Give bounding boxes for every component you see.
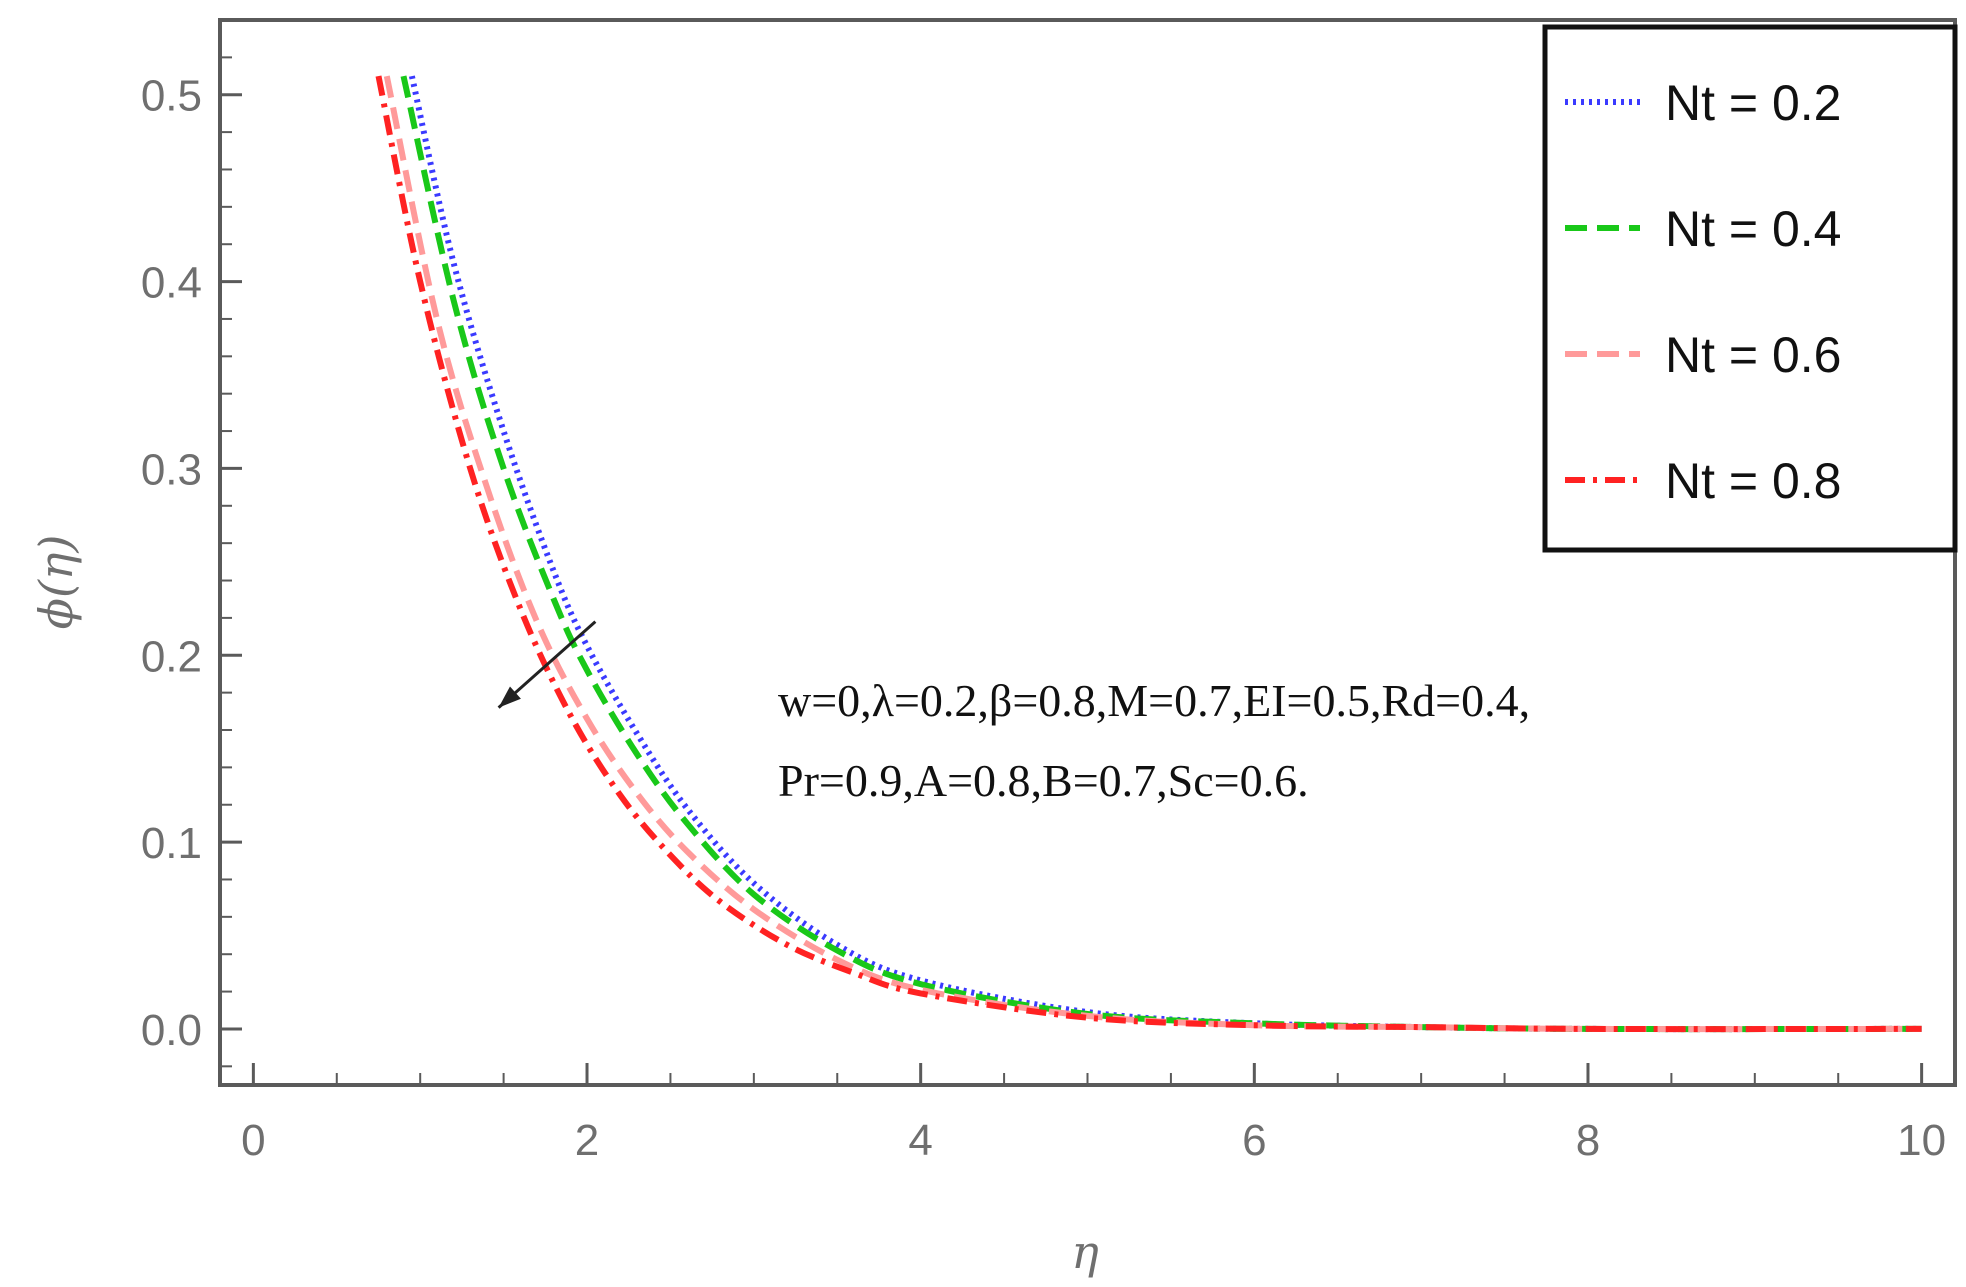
y-tick-label: 0.5 — [141, 72, 202, 121]
annotation-line-1: w=0,λ=0.2,β=0.8,M=0.7,EI=0.5,Rd=0.4, — [778, 675, 1530, 726]
series-line-4 — [375, 75, 1922, 1033]
annotation-arrow — [497, 620, 597, 709]
x-tick-label: 8 — [1576, 1116, 1600, 1165]
x-tick-label: 10 — [1897, 1116, 1946, 1165]
legend-label: Nt = 0.2 — [1665, 75, 1842, 131]
y-axis-title: ϕ(η) — [29, 535, 83, 630]
x-tick-label: 4 — [908, 1116, 932, 1165]
x-axis-title: η — [1071, 1225, 1099, 1279]
series-layer — [375, 75, 1922, 1033]
y-tick-label: 0.0 — [141, 1006, 202, 1055]
x-tick-label: 0 — [241, 1116, 265, 1165]
arrow-head — [498, 686, 521, 708]
annotation-line-2: Pr=0.9,A=0.8,B=0.7,Sc=0.6. — [778, 755, 1309, 806]
parameter-annotation: w=0,λ=0.2,β=0.8,M=0.7,EI=0.5,Rd=0.4, Pr=… — [778, 675, 1530, 806]
legend-label: Nt = 0.8 — [1665, 453, 1842, 509]
y-tick-label: 0.4 — [141, 259, 202, 308]
x-tick-label: 2 — [575, 1116, 599, 1165]
legend-box — [1542, 24, 1958, 553]
x-tick-label: 6 — [1242, 1116, 1266, 1165]
y-tick-label: 0.1 — [141, 819, 202, 868]
legend: Nt = 0.2 Nt = 0.4 Nt = 0.6 Nt = 0.8 — [1542, 24, 1958, 553]
axes-layer: 0 2 4 6 8 10 0.0 0.1 0.2 0.3 0.4 0.5 — [141, 56, 1946, 1165]
y-tick-label: 0.3 — [141, 445, 202, 494]
legend-label: Nt = 0.6 — [1665, 327, 1842, 383]
legend-label: Nt = 0.4 — [1665, 201, 1842, 257]
y-tick-label: 0.2 — [141, 632, 202, 681]
